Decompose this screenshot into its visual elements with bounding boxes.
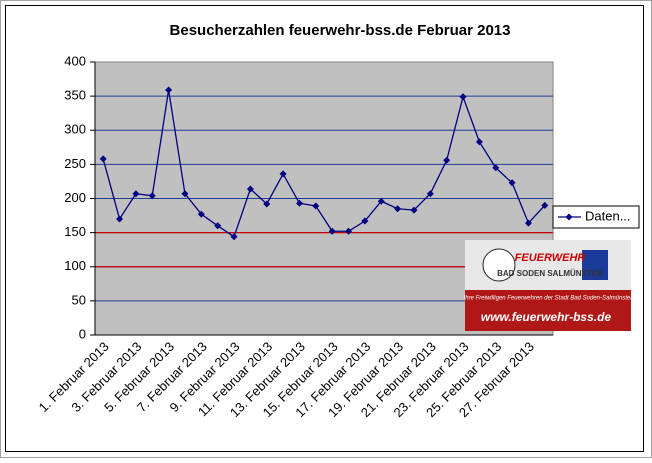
y-tick-label: 150 <box>64 224 86 239</box>
y-tick-label: 50 <box>72 292 86 307</box>
logo-tagline: Ihre Freiwilligen Feuerwehren der Stadt … <box>464 296 634 302</box>
y-tick-label: 0 <box>79 326 86 341</box>
data-point <box>116 215 124 223</box>
data-point <box>459 93 467 101</box>
data-point <box>295 199 303 207</box>
legend-label: Daten... <box>585 208 631 223</box>
data-point <box>181 190 189 198</box>
data-point <box>394 205 402 213</box>
data-point <box>361 217 369 225</box>
logo-url: www.feuerwehr-bss.de <box>481 310 612 324</box>
data-point <box>328 227 336 235</box>
data-point <box>410 206 418 214</box>
logo-crest <box>582 250 608 280</box>
logo: FEUERWEHR BAD SODEN SALMÜNSTER Ihre Frei… <box>464 240 634 331</box>
legend-marker <box>565 213 573 221</box>
data-point <box>230 233 238 241</box>
data-point <box>165 86 173 94</box>
y-tick-label: 350 <box>64 88 86 103</box>
data-point <box>541 201 549 209</box>
data-point <box>246 185 254 193</box>
data-point <box>99 155 107 163</box>
y-tick-label: 300 <box>64 122 86 137</box>
logo-town: BAD SODEN SALMÜNSTER <box>497 269 603 278</box>
data-point <box>197 210 205 218</box>
logo-brand: FEUERWEHR <box>515 252 586 264</box>
data-point <box>132 190 140 198</box>
data-point <box>377 197 385 205</box>
data-point <box>524 219 532 227</box>
data-point <box>492 164 500 172</box>
y-tick-label: 200 <box>64 190 86 205</box>
data-point <box>312 202 320 210</box>
legend-box <box>552 205 640 229</box>
data-point <box>426 190 434 198</box>
y-tick-label: 250 <box>64 156 86 171</box>
series-line <box>102 89 546 238</box>
y-tick-label: 100 <box>64 258 86 273</box>
data-point <box>279 170 287 178</box>
data-point <box>263 200 271 208</box>
data-point <box>148 192 156 200</box>
data-point <box>443 156 451 164</box>
data-point <box>475 138 483 146</box>
logo-emblem <box>482 248 516 282</box>
data-point <box>345 227 353 235</box>
chart-title: Besucherzahlen feuerwehr-bss.de Februar … <box>170 22 511 39</box>
data-point <box>508 179 516 187</box>
data-point <box>214 222 222 230</box>
y-tick-label: 400 <box>64 53 86 68</box>
